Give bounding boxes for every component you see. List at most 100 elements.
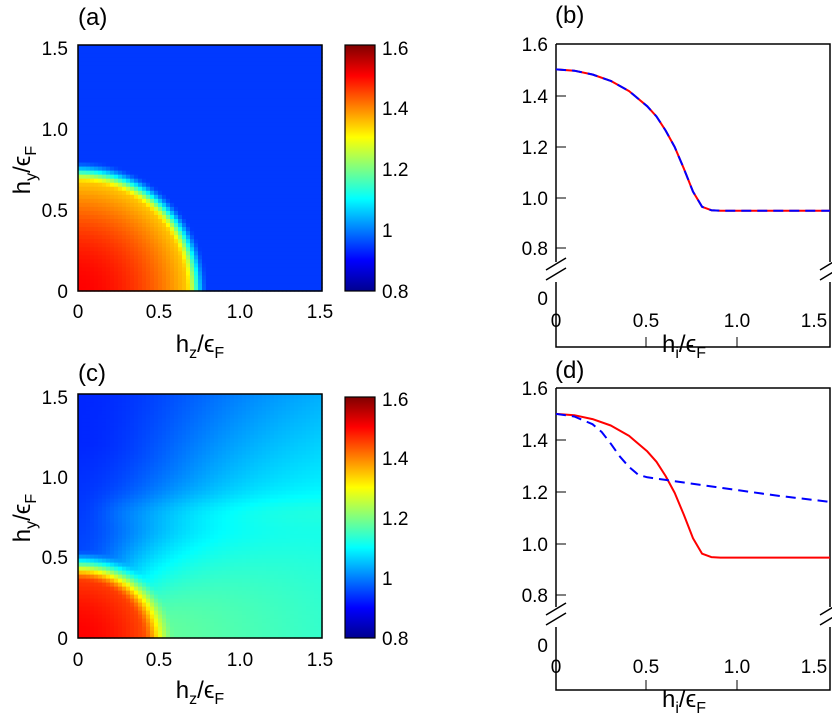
heatmap-cell <box>226 110 231 115</box>
heatmap-cell <box>90 114 95 119</box>
heatmap-cell <box>306 126 311 131</box>
heatmap-cell <box>110 158 115 163</box>
heatmap-cell <box>250 53 255 58</box>
heatmap-cell <box>178 93 183 98</box>
heatmap-cell <box>134 263 139 268</box>
heatmap-cell <box>258 81 263 86</box>
heatmap-cell <box>226 73 231 78</box>
heatmap-cell <box>114 482 119 487</box>
heatmap-cell <box>162 61 167 66</box>
heatmap-cell <box>210 259 215 264</box>
heatmap-cell <box>210 154 215 159</box>
heatmap-cell <box>190 101 195 106</box>
heatmap-cell <box>294 259 299 264</box>
heatmap-cell <box>106 154 111 159</box>
heatmap-cell <box>102 158 107 163</box>
heatmap-cell <box>306 150 311 155</box>
heatmap-cell <box>98 57 103 62</box>
heatmap-cell <box>134 65 139 70</box>
heatmap-cell <box>246 130 251 135</box>
heatmap-cell <box>274 89 279 94</box>
heatmap-cell <box>138 446 143 451</box>
heatmap-cell <box>310 206 315 211</box>
heatmap-cell <box>278 239 283 244</box>
heatmap-cell <box>134 243 139 248</box>
heatmap-cell <box>174 73 179 78</box>
heatmap-cell <box>290 134 295 139</box>
heatmap-cell <box>198 279 203 284</box>
heatmap-cell <box>194 114 199 119</box>
heatmap-cell <box>82 263 87 268</box>
heatmap-cell <box>182 57 187 62</box>
heatmap-cell <box>178 134 183 139</box>
heatmap-cell <box>158 73 163 78</box>
heatmap-cell <box>242 194 247 199</box>
heatmap-cell <box>278 218 283 223</box>
heatmap-cell <box>138 178 143 183</box>
heatmap-cell <box>174 255 179 260</box>
heatmap-cell <box>190 134 195 139</box>
heatmap-cell <box>118 414 123 419</box>
heatmap-cell <box>286 239 291 244</box>
heatmap-cell <box>298 77 303 82</box>
heatmap-cell <box>298 218 303 223</box>
heatmap-cell <box>82 570 87 575</box>
heatmap-cell <box>110 267 115 272</box>
heatmap-cell <box>142 422 147 427</box>
heatmap-cell <box>166 154 171 159</box>
heatmap-cell <box>206 126 211 131</box>
heatmap-cell <box>154 122 159 127</box>
heatmap-cell <box>278 97 283 102</box>
heatmap-cell <box>202 93 207 98</box>
heatmap-cell <box>158 582 163 587</box>
heatmap-cell <box>166 239 171 244</box>
heatmap-cell <box>182 218 187 223</box>
heatmap-cell <box>306 49 311 54</box>
heatmap-cell <box>270 162 275 167</box>
heatmap-cell <box>178 61 183 66</box>
heatmap-cell <box>258 231 263 236</box>
heatmap-cell <box>138 186 143 191</box>
heatmap-cell <box>142 49 147 54</box>
heatmap-cell <box>102 130 107 135</box>
heatmap-cell <box>274 101 279 106</box>
heatmap-cell <box>242 271 247 276</box>
heatmap-cell <box>258 146 263 151</box>
heatmap-cell <box>90 271 95 276</box>
heatmap-cell <box>126 194 131 199</box>
heatmap-cell <box>206 178 211 183</box>
heatmap-cell <box>106 263 111 268</box>
heatmap-cell <box>94 514 99 519</box>
heatmap-cell <box>222 178 227 183</box>
heatmap-cell <box>154 482 159 487</box>
heatmap-cell <box>138 398 143 403</box>
heatmap-cell <box>170 243 175 248</box>
heatmap-cell <box>82 630 87 635</box>
heatmap-cell <box>130 410 135 415</box>
heatmap-cell <box>266 53 271 58</box>
heatmap-cell <box>82 122 87 127</box>
heatmap-cell <box>134 530 139 535</box>
heatmap-cell <box>98 478 103 483</box>
heatmap-cell <box>90 418 95 423</box>
heatmap-cell <box>150 101 155 106</box>
heatmap-cell <box>262 166 267 171</box>
heatmap-cell <box>242 166 247 171</box>
heatmap-cell <box>114 398 119 403</box>
heatmap-cell <box>114 73 119 78</box>
heatmap-cell <box>90 542 95 547</box>
heatmap-cell <box>174 97 179 102</box>
heatmap-cell <box>142 73 147 78</box>
heatmap-cell <box>154 486 159 491</box>
heatmap-cell <box>150 89 155 94</box>
heatmap-cell <box>282 226 287 231</box>
heatmap-cell <box>290 239 295 244</box>
heatmap-cell <box>102 554 107 559</box>
heatmap-cell <box>210 53 215 58</box>
heatmap-cell <box>290 130 295 135</box>
heatmap-cell <box>222 255 227 260</box>
heatmap-cell <box>130 89 135 94</box>
heatmap-cell <box>90 450 95 455</box>
heatmap-cell <box>238 186 243 191</box>
heatmap-cell <box>258 65 263 70</box>
